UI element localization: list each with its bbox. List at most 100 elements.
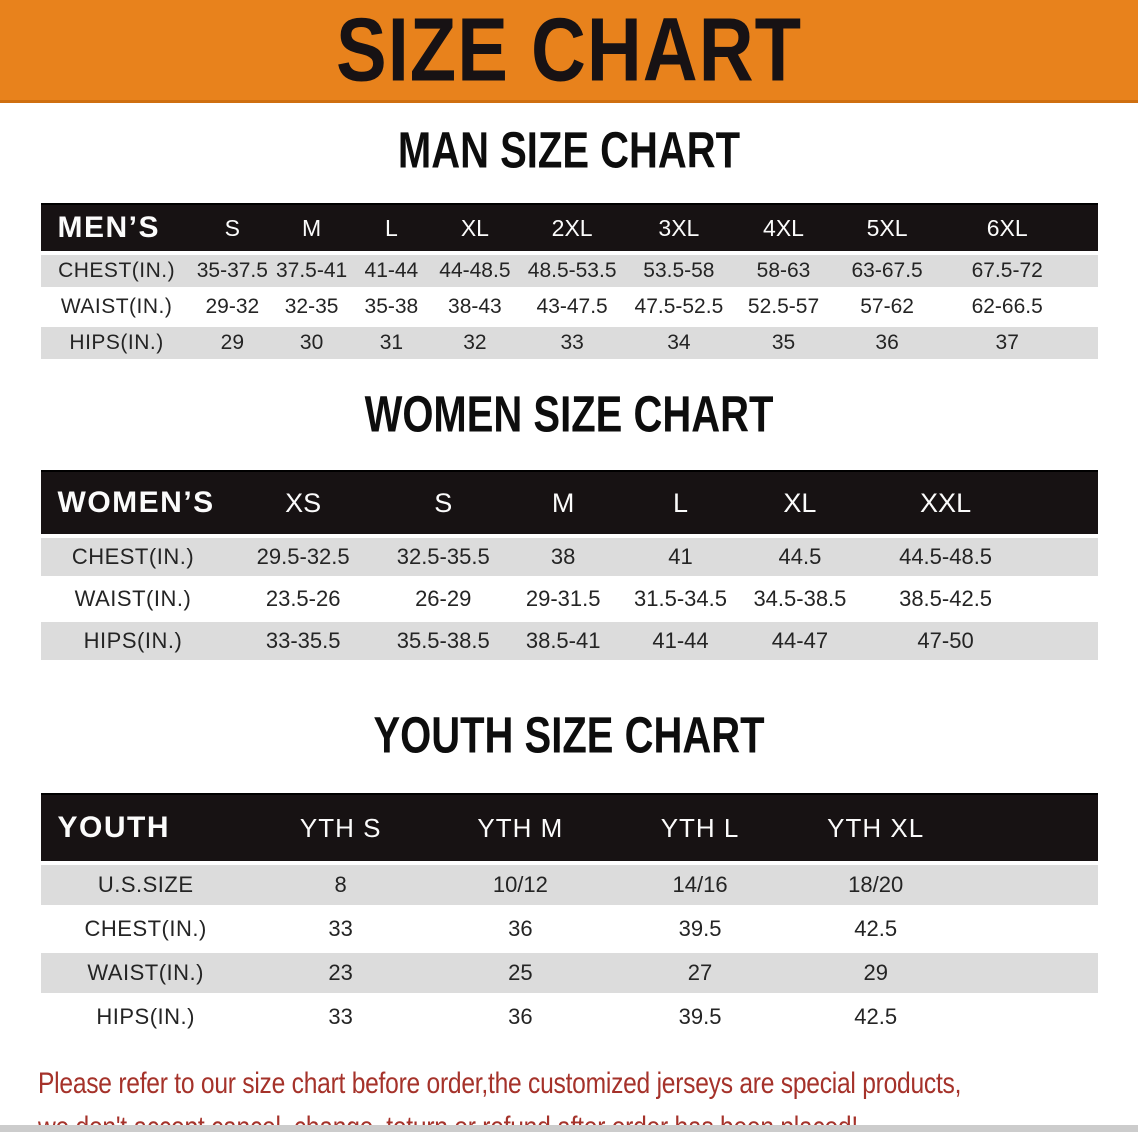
size-value-cell: 18/20 xyxy=(848,872,904,897)
women-size-column-header: XXL xyxy=(859,470,1098,537)
youth-header-row: YOUTH YTH S YTH M YTH L YTH XL xyxy=(40,793,1098,864)
men-size-column-header: M xyxy=(271,203,352,254)
size-chart-banner: SIZE CHART xyxy=(0,0,1138,103)
size-value-cell: 44-47 xyxy=(771,628,829,653)
size-value-cell: 62-66.5 xyxy=(971,295,1043,318)
size-value-cell: 37 xyxy=(995,331,1019,354)
women-header-label: WOMEN’S xyxy=(40,470,226,537)
size-value-cell: 48.5-53.5 xyxy=(527,259,617,282)
youth-size-column-header: YTH L xyxy=(610,793,790,864)
size-value-cell: 42.5 xyxy=(854,1004,898,1029)
size-value-cell: 36 xyxy=(875,331,899,354)
men-data-row: HIPS(IN.) 29 30 31 32 33 34 35 36 37 xyxy=(40,325,1098,359)
size-value-cell: 41-44 xyxy=(364,259,419,282)
size-value-cell: 32-35 xyxy=(284,295,339,318)
measurement-row-label: CHEST(IN.) xyxy=(71,544,195,569)
size-value-cell: 31 xyxy=(379,331,404,354)
size-value-cell: 63-67.5 xyxy=(851,259,923,282)
size-value-cell: 44.5-48.5 xyxy=(899,544,993,569)
size-value-cell: 33 xyxy=(328,1004,353,1029)
measurement-row-label: WAIST(IN.) xyxy=(74,586,192,611)
size-value-cell: 26-29 xyxy=(415,586,472,611)
size-value-cell: 25 xyxy=(508,960,533,985)
women-data-row: WAIST(IN.) 23.5-26 26-29 29-31.5 31.5-34.5 34… xyxy=(40,578,1098,620)
size-value-cell: 30 xyxy=(299,331,324,354)
measurement-row-label: WAIST(IN.) xyxy=(60,295,173,318)
men-size-column-header: 4XL xyxy=(731,203,836,254)
size-value-cell: 36 xyxy=(508,916,533,941)
size-value-cell: 35-37.5 xyxy=(196,259,268,282)
size-value-cell: 38.5-42.5 xyxy=(899,586,993,611)
size-value-cell: 33 xyxy=(560,331,584,354)
size-value-cell: 67.5-72 xyxy=(971,259,1043,282)
size-value-cell: 52.5-57 xyxy=(747,295,820,318)
measurement-row-label: HIPS(IN.) xyxy=(83,628,183,653)
size-value-cell: 23.5-26 xyxy=(265,586,341,611)
youth-size-column-header: YTH M xyxy=(430,793,611,864)
measurement-row-label: CHEST(IN.) xyxy=(58,259,176,282)
size-value-cell: 32 xyxy=(463,331,487,354)
men-size-column-header: L xyxy=(351,203,432,254)
size-value-cell: 29 xyxy=(220,331,245,354)
size-value-cell: 35 xyxy=(771,331,796,354)
size-value-cell: 23 xyxy=(328,960,353,985)
men-size-column-header: S xyxy=(192,203,272,254)
women-size-column-header: XS xyxy=(225,470,381,537)
banner-title: SIZE CHART xyxy=(336,0,802,101)
measurement-row-label: HIPS(IN.) xyxy=(96,1004,195,1029)
size-value-cell: 37.5-41 xyxy=(275,259,348,282)
measurement-row-label: U.S.SIZE xyxy=(97,872,194,897)
size-value-cell: 33 xyxy=(328,916,353,941)
size-value-cell: 29-32 xyxy=(205,295,260,318)
man-size-chart-heading: MAN SIZE CHART xyxy=(397,122,741,180)
size-value-cell: 47-50 xyxy=(917,628,974,653)
size-value-cell: 34 xyxy=(667,331,691,354)
men-data-row: WAIST(IN.) 29-32 32-35 35-38 38-43 43-47.5 47.… xyxy=(40,289,1098,325)
youth-size-column-header: YTH S xyxy=(250,793,431,864)
size-value-cell: 35.5-38.5 xyxy=(396,628,490,653)
youth-size-table: YOUTH YTH S YTH M YTH L YTH XL U.S.SIZE 8 10/12… xyxy=(40,793,1098,1037)
size-value-cell: 27 xyxy=(687,960,713,985)
men-data-row: CHEST(IN.) 35-37.5 37.5-41 41-44 44-48.5 48.5… xyxy=(40,253,1098,289)
size-value-cell: 14/16 xyxy=(672,872,728,897)
size-value-cell: 57-62 xyxy=(860,295,914,318)
men-header-row: MEN’S S M L XL 2XL 3XL 4XL 5XL 6XL xyxy=(40,203,1098,254)
youth-size-chart-heading: YOUTH SIZE CHART xyxy=(373,707,765,765)
youth-data-row: HIPS(IN.) 33 36 39.5 42.5 xyxy=(40,995,1098,1037)
size-value-cell: 42.5 xyxy=(854,916,898,941)
youth-size-column-header: YTH XL xyxy=(789,793,1098,864)
youth-data-row: CHEST(IN.) 33 36 39.5 42.5 xyxy=(40,907,1098,951)
size-value-cell: 44.5 xyxy=(778,544,822,569)
disclaimer-line-1: Please refer to our size chart before or… xyxy=(38,1067,962,1100)
size-value-cell: 41 xyxy=(668,544,693,569)
size-value-cell: 29-31.5 xyxy=(525,586,601,611)
women-size-column-header: XL xyxy=(740,470,860,537)
men-size-column-header: 2XL xyxy=(518,203,627,254)
women-data-row: HIPS(IN.) 33-35.5 35.5-38.5 38.5-41 41-44 44-… xyxy=(40,620,1098,660)
size-value-cell: 38 xyxy=(550,544,576,569)
measurement-row-label: CHEST(IN.) xyxy=(84,916,207,941)
order-disclaimer: Please refer to our size chart before or… xyxy=(0,1062,1138,1132)
measurement-row-label: HIPS(IN.) xyxy=(69,331,164,354)
size-value-cell: 58-63 xyxy=(756,259,811,282)
women-size-table: WOMEN’S XS S M L XL XXL CHEST(IN.) 29.5-32.5 32.5… xyxy=(40,470,1098,660)
youth-header-label: YOUTH xyxy=(40,793,251,864)
youth-data-row: WAIST(IN.) 23 25 27 29 xyxy=(40,951,1098,995)
size-value-cell: 34.5-38.5 xyxy=(753,586,847,611)
men-size-table: MEN’S S M L XL 2XL 3XL 4XL 5XL 6XL CHEST(IN.) 35-37… xyxy=(40,203,1098,359)
size-value-cell: 47.5-52.5 xyxy=(634,295,724,318)
size-value-cell: 29 xyxy=(863,960,888,985)
youth-data-row: U.S.SIZE 8 10/12 14/16 18/20 xyxy=(40,863,1098,907)
men-size-column-header: 5XL xyxy=(835,203,939,254)
measurement-row-label: WAIST(IN.) xyxy=(87,960,204,985)
size-value-cell: 39.5 xyxy=(678,1004,722,1029)
women-header-row: WOMEN’S XS S M L XL XXL xyxy=(40,470,1098,537)
women-size-column-header: L xyxy=(620,470,741,537)
size-value-cell: 38.5-41 xyxy=(525,628,601,653)
size-value-cell: 32.5-35.5 xyxy=(396,544,490,569)
men-size-column-header: 6XL xyxy=(938,203,1098,254)
size-value-cell: 53.5-58 xyxy=(643,259,715,282)
size-value-cell: 35-38 xyxy=(364,295,419,318)
size-value-cell: 33-35.5 xyxy=(265,628,341,653)
